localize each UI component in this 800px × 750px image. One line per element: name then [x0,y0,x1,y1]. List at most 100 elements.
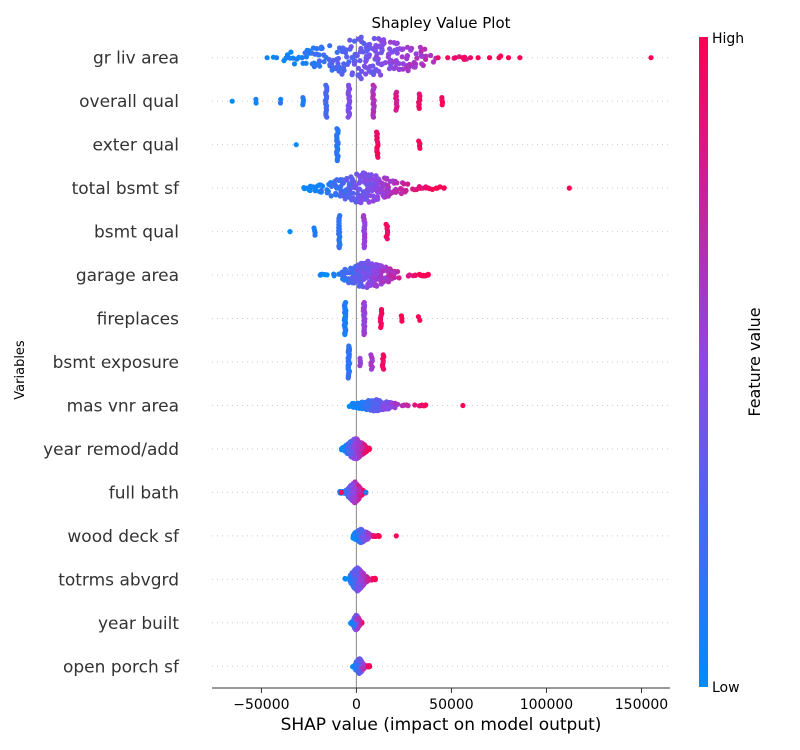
colorbar-title: Feature value [745,307,764,416]
shap-point [357,363,363,369]
shap-point [408,47,414,53]
shap-point [314,46,320,52]
shap-point [375,196,381,202]
shap-point [342,50,349,56]
shap-point [264,55,270,61]
shap-point [350,55,356,61]
shap-point [412,272,418,278]
shap-point [355,65,362,71]
shap-point [356,275,362,281]
shap-point [414,55,420,61]
shap-point [418,49,424,55]
x-tick-label: 0 [352,697,361,713]
shap-point [353,567,359,573]
x-tick-label: 50000 [429,697,474,713]
shap-point [345,375,351,381]
shap-point [351,455,357,461]
shap-point [416,185,422,191]
shap-point [326,181,332,187]
shap-point [428,52,434,59]
shap-point [356,656,362,662]
shap-point [353,183,359,189]
shap-point [356,401,362,407]
shap-point [417,145,423,151]
shap-point [367,41,373,48]
shap-point [475,55,481,61]
shap-point [353,199,359,205]
shap-point [361,40,367,47]
shap-point [386,59,393,65]
shap-point [350,270,356,276]
shap-point [394,46,400,52]
shap-point [381,193,387,199]
shap-point [340,447,346,453]
shap-point [370,193,376,199]
shap-point [379,181,385,187]
shap-point [394,40,400,46]
shap-point [351,38,358,44]
shap-point [314,51,320,57]
row-guide-lines [212,57,670,667]
shap-point [373,533,379,540]
shap-point [401,181,407,187]
shap-point [324,114,330,120]
shap-point [411,187,417,193]
shap-point [404,53,411,59]
shap-point [416,403,422,409]
shap-point [331,271,337,277]
shap-point [391,274,398,281]
shap-point [288,49,294,55]
shap-point [393,107,399,113]
shap-point [349,620,355,626]
shap-point [363,489,369,495]
shap-point [365,173,371,179]
x-tick-label: 150000 [615,697,668,713]
x-axis: −50000 0 50000 100000 150000 [212,687,670,713]
shap-point [336,245,342,251]
shap-point [350,495,356,501]
shap-point [413,51,419,57]
shap-point [339,71,345,77]
shap-point [417,317,423,323]
shap-point [505,55,512,61]
shap-point [334,49,340,55]
shap-point [277,100,284,106]
shap-point [396,275,402,281]
shap-point [374,184,381,190]
shap-point [422,46,428,52]
colorbar-low-label: Low [712,680,740,696]
shap-point [354,616,360,622]
shap-point [338,489,344,495]
shap-point [344,177,350,183]
shap-point [383,176,389,182]
shap-point [300,102,306,108]
shap-point [405,403,411,409]
shap-point [349,70,355,76]
x-tick-label: 100000 [520,697,573,713]
colorbar [699,37,708,687]
shap-point [364,182,370,188]
shap-point [370,63,376,69]
shap-point [366,199,372,205]
shap-point [400,61,406,67]
shap-point [342,488,349,494]
x-axis-label: SHAP value (impact on model output) [281,715,602,735]
shap-point [328,193,334,199]
shap-point [354,662,360,669]
shap-point [378,324,384,331]
shap-point [380,279,386,285]
shap-point [374,402,380,408]
shap-point [418,272,424,278]
shap-point [322,272,328,278]
feature-label: year remod/add [43,440,179,460]
shap-point [351,571,358,577]
shap-point [350,489,356,495]
shap-point [460,402,466,409]
shap-point [452,55,458,61]
shap-point [351,61,357,67]
shap-point [399,403,405,409]
shap-point [361,450,367,456]
shap-point [349,179,355,185]
shap-point [359,578,365,584]
